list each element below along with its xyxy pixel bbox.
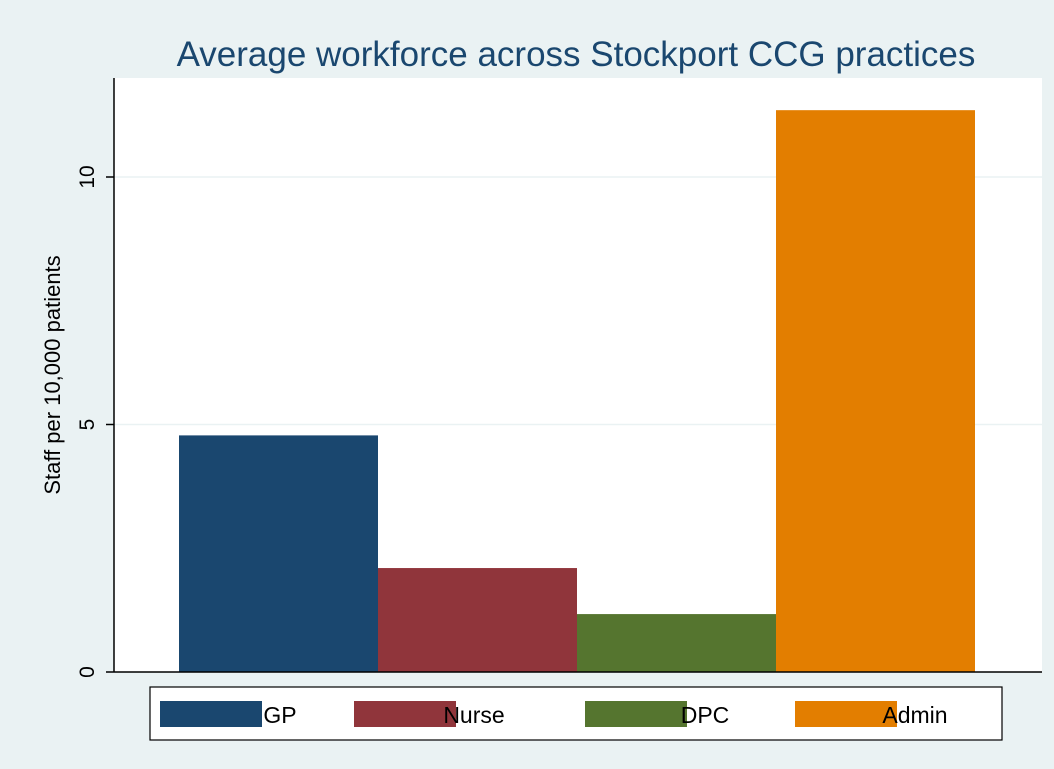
legend-key-gp [160,701,262,727]
legend-label-admin: Admin [882,702,947,728]
y-axis-ticks: 0 5 10 [76,165,114,678]
legend-label-gp: GP [263,702,296,728]
bar-gp [179,435,378,672]
y-axis-label: Staff per 10,000 patients [40,255,65,494]
legend-label-dpc: DPC [681,702,730,728]
y-tick-label: 0 [76,666,99,678]
bar-nurse [378,568,577,672]
y-tick-label: 10 [76,165,99,188]
y-tick-label: 5 [76,419,99,431]
bar-admin [776,110,975,673]
bars [179,110,975,673]
legend: GP Nurse DPC Admin [160,701,948,728]
chart-title: Average workforce across Stockport CCG p… [177,35,976,74]
legend-key-dpc [585,701,687,727]
legend-key-admin [795,701,897,727]
legend-label-nurse: Nurse [443,702,504,728]
bar-dpc [577,614,776,672]
legend-key-nurse [354,701,456,727]
